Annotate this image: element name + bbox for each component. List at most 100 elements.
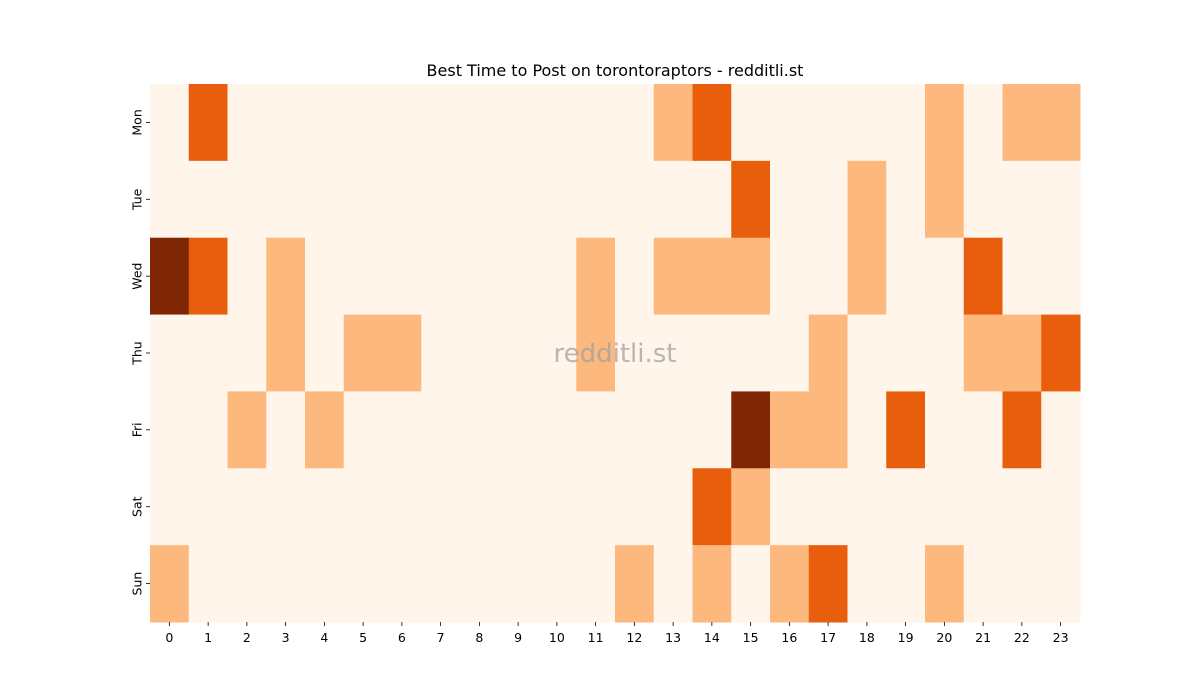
heatmap-cell-thu-21	[963, 314, 1003, 392]
heatmap-cell-sat-7	[421, 468, 461, 546]
heatmap-cells	[150, 84, 1081, 623]
heatmap-cell-wed-18	[847, 237, 887, 316]
heatmap-cell-tue-2	[227, 160, 267, 239]
heatmap-cell-tue-17	[808, 160, 848, 239]
x-tick-label: 8	[475, 630, 483, 645]
heatmap-cell-wed-19	[886, 237, 926, 316]
heatmap-cell-sat-15	[731, 468, 771, 546]
heatmap-cell-sun-3	[266, 545, 306, 623]
heatmap-cell-thu-19	[886, 314, 926, 392]
heatmap-cell-mon-16	[770, 84, 810, 162]
heatmap-cell-sun-22	[1002, 545, 1042, 623]
heatmap-cell-wed-23	[1041, 237, 1081, 316]
x-tick-label: 1	[204, 630, 212, 645]
heatmap-cell-sun-17	[808, 545, 848, 623]
heatmap-cell-tue-15	[731, 160, 771, 239]
heatmap-cell-wed-10	[537, 237, 577, 316]
heatmap-cell-tue-16	[770, 160, 810, 239]
heatmap-cell-tue-6	[382, 160, 422, 239]
heatmap-cell-mon-20	[925, 84, 965, 162]
heatmap-cell-sun-13	[653, 545, 693, 623]
heatmap-cell-mon-5	[343, 84, 383, 162]
heatmap-cell-sun-21	[963, 545, 1003, 623]
heatmap-cell-thu-15	[731, 314, 771, 392]
x-tick-label: 18	[859, 630, 875, 645]
heatmap-cell-wed-21	[963, 237, 1003, 316]
heatmap-cell-sun-10	[537, 545, 577, 623]
heatmap-cell-wed-3	[266, 237, 306, 316]
heatmap-cell-mon-3	[266, 84, 306, 162]
heatmap-cell-mon-11	[576, 84, 616, 162]
heatmap-cell-thu-16	[770, 314, 810, 392]
heatmap-cell-sat-6	[382, 468, 422, 546]
heatmap-cell-sun-12	[615, 545, 655, 623]
heatmap-cell-mon-10	[537, 84, 577, 162]
heatmap-cell-sun-15	[731, 545, 771, 623]
heatmap-cell-sat-8	[460, 468, 500, 546]
heatmap-cell-sat-2	[227, 468, 267, 546]
heatmap-cell-tue-0	[150, 160, 190, 239]
heatmap-cell-tue-12	[615, 160, 655, 239]
heatmap-cell-mon-1	[188, 84, 228, 162]
heatmap-cell-tue-7	[421, 160, 461, 239]
heatmap-cell-fri-13	[653, 391, 693, 469]
heatmap-cell-sat-9	[498, 468, 538, 546]
x-tick-label: 6	[398, 630, 406, 645]
y-tick-label: Thu	[130, 341, 145, 365]
y-tick-label: Mon	[130, 109, 145, 135]
heatmap-cell-fri-9	[498, 391, 538, 469]
chart-title: Best Time to Post on torontoraptors - re…	[427, 61, 804, 80]
heatmap-cell-sat-0	[150, 468, 190, 546]
heatmap-cell-tue-22	[1002, 160, 1042, 239]
x-axis: 0 1 2 3 4 5 6 7 8 9 10 11 12 13 14 15 16 17 18 19 20 21 22 23	[165, 622, 1069, 645]
x-tick-label: 17	[820, 630, 836, 645]
heatmap-cell-fri-22	[1002, 391, 1042, 469]
heatmap-cell-sun-23	[1041, 545, 1081, 623]
heatmap-cell-sun-20	[925, 545, 965, 623]
heatmap-cell-tue-20	[925, 160, 965, 239]
heatmap-cell-thu-13	[653, 314, 693, 392]
heatmap-cell-sat-12	[615, 468, 655, 546]
heatmap-cell-fri-10	[537, 391, 577, 469]
heatmap-cell-thu-8	[460, 314, 500, 392]
heatmap-cell-tue-11	[576, 160, 616, 239]
heatmap-cell-fri-15	[731, 391, 771, 469]
heatmap-cell-sun-4	[305, 545, 345, 623]
heatmap-cell-fri-7	[421, 391, 461, 469]
heatmap-cell-thu-6	[382, 314, 422, 392]
heatmap-cell-mon-7	[421, 84, 461, 162]
heatmap-cell-tue-21	[963, 160, 1003, 239]
heatmap-cell-tue-1	[188, 160, 228, 239]
heatmap-cell-sat-20	[925, 468, 965, 546]
heatmap-cell-fri-19	[886, 391, 926, 469]
heatmap-cell-wed-11	[576, 237, 616, 316]
heatmap-cell-sun-6	[382, 545, 422, 623]
x-tick-label: 11	[588, 630, 604, 645]
heatmap-cell-tue-8	[460, 160, 500, 239]
x-tick-label: 3	[282, 630, 290, 645]
heatmap-cell-wed-17	[808, 237, 848, 316]
heatmap-cell-fri-1	[188, 391, 228, 469]
heatmap-cell-sun-16	[770, 545, 810, 623]
x-tick-label: 7	[437, 630, 445, 645]
x-tick-label: 12	[626, 630, 642, 645]
x-tick-label: 19	[898, 630, 914, 645]
x-tick-label: 21	[975, 630, 991, 645]
x-tick-label: 10	[549, 630, 565, 645]
heatmap-cell-fri-21	[963, 391, 1003, 469]
heatmap-cell-thu-10	[537, 314, 577, 392]
heatmap-cell-mon-8	[460, 84, 500, 162]
heatmap-cell-fri-20	[925, 391, 965, 469]
heatmap-cell-tue-10	[537, 160, 577, 239]
heatmap-cell-fri-16	[770, 391, 810, 469]
heatmap-cell-wed-6	[382, 237, 422, 316]
heatmap-cell-sat-5	[343, 468, 383, 546]
heatmap-cell-sat-1	[188, 468, 228, 546]
heatmap-cell-mon-23	[1041, 84, 1081, 162]
heatmap-cell-mon-17	[808, 84, 848, 162]
heatmap-cell-tue-14	[692, 160, 732, 239]
heatmap-cell-thu-0	[150, 314, 190, 392]
heatmap-cell-sat-21	[963, 468, 1003, 546]
heatmap-cell-tue-23	[1041, 160, 1081, 239]
